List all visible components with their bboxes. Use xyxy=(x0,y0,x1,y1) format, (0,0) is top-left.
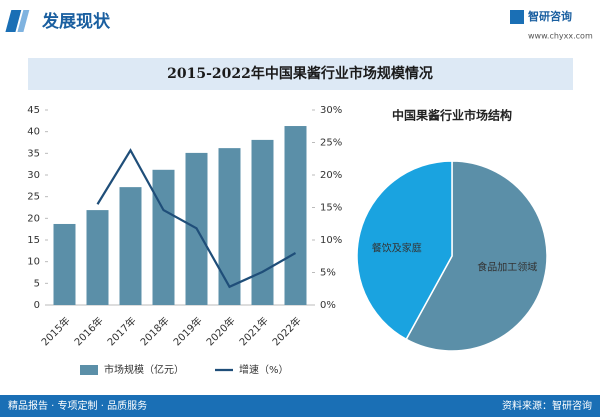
legend-swatch xyxy=(80,365,98,375)
x-tick-label: 2022年 xyxy=(269,314,303,348)
x-tick-label: 2018年 xyxy=(137,314,171,348)
x-tick-label: 2021年 xyxy=(236,314,270,348)
footer-bar xyxy=(0,395,600,417)
y-tick-label: 5 xyxy=(34,278,40,289)
slice-label: 餐饮及家庭 xyxy=(372,242,422,255)
header-bar xyxy=(0,0,600,46)
y-tick-label: 35 xyxy=(27,148,40,159)
slice-label: 食品加工领域 xyxy=(477,260,537,273)
y-tick-label: 15 xyxy=(27,235,40,246)
y-tick-label: 0 xyxy=(34,300,40,311)
header-icon xyxy=(5,10,22,32)
bar xyxy=(53,223,76,305)
y2-tick-label: 20% xyxy=(320,170,342,181)
banner xyxy=(28,58,573,90)
y2-tick-label: 0% xyxy=(320,300,336,311)
legend-label: 市场规模（亿元） xyxy=(104,363,184,376)
y2-tick-label: 30% xyxy=(320,105,342,116)
header-icon xyxy=(17,10,30,32)
y-tick-label: 45 xyxy=(27,105,40,116)
brand-url: www.chyxx.com xyxy=(528,32,593,41)
x-tick-label: 2017年 xyxy=(104,314,138,348)
brand-logo xyxy=(510,10,524,24)
y-tick-label: 10 xyxy=(27,257,40,268)
bar xyxy=(119,187,142,305)
footer-source: 资料来源：智研咨询 xyxy=(502,399,592,412)
y-tick-label: 30 xyxy=(27,170,40,181)
x-tick-label: 2019年 xyxy=(170,314,204,348)
bar xyxy=(152,169,175,305)
legend-label: 增速（%） xyxy=(239,363,289,376)
pie-slice xyxy=(405,160,548,352)
x-tick-label: 2016年 xyxy=(71,314,105,348)
bar xyxy=(86,210,109,305)
y-tick-label: 40 xyxy=(27,127,40,138)
header-title: 发展现状 xyxy=(41,11,111,32)
y2-tick-label: 25% xyxy=(320,138,342,149)
pie-title: 中国果酱行业市场结构 xyxy=(392,108,512,123)
brand: 智研咨询 xyxy=(528,9,572,23)
line xyxy=(96,148,297,289)
y2-tick-label: 10% xyxy=(320,235,342,246)
y2-tick-label: 15% xyxy=(320,203,342,214)
bar xyxy=(218,148,241,305)
y-tick-label: 20 xyxy=(27,213,40,224)
footer-left: 精品报告 · 专项定制 · 品质服务 xyxy=(8,399,147,412)
y2-tick-label: 5% xyxy=(320,268,336,279)
x-tick-label: 2015年 xyxy=(38,314,72,348)
banner-title: 2015-2022年中国果酱行业市场规模情况 xyxy=(167,65,433,82)
y-tick-label: 25 xyxy=(27,192,40,203)
bar xyxy=(284,126,307,306)
x-tick-label: 2020年 xyxy=(203,314,237,348)
bar xyxy=(251,139,274,305)
pie-slice xyxy=(356,160,453,341)
